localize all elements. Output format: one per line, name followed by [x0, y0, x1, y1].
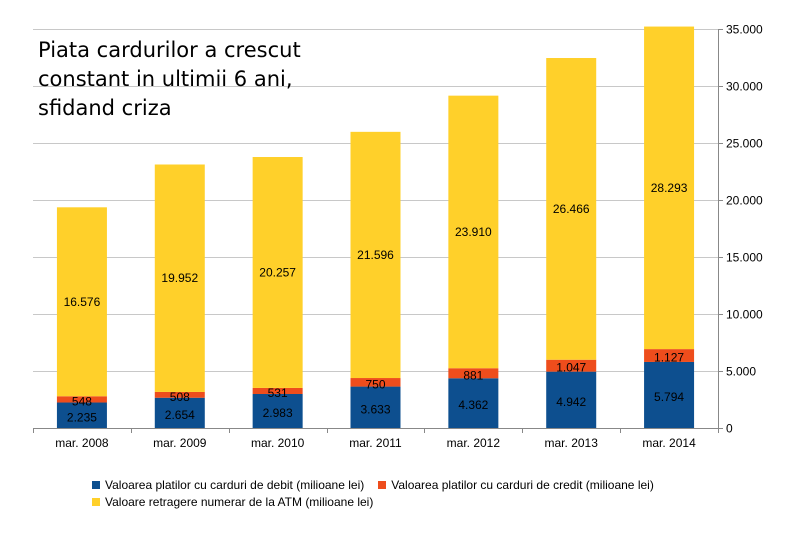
- x-tick-label: mar. 2011: [349, 436, 402, 450]
- data-label: 20.257: [259, 265, 296, 279]
- y-tick-label: 10.000: [726, 308, 763, 322]
- bar-segment: [252, 157, 303, 388]
- data-label: 23.910: [455, 225, 492, 239]
- data-label: 19.952: [161, 271, 198, 285]
- legend-item-credit: Valoarea platilor cu carduri de credit (…: [378, 478, 654, 492]
- y-tick-label: 5.000: [726, 365, 756, 379]
- x-tick-label: mar. 2008: [55, 436, 109, 450]
- data-label: 750: [365, 377, 385, 391]
- y-tick-label: 0: [726, 422, 733, 436]
- y-tick-label: 30.000: [726, 80, 763, 94]
- legend-item-debit: Valoarea platilor cu carduri de debit (m…: [92, 478, 364, 492]
- legend-label-credit: Valoarea platilor cu carduri de credit (…: [391, 477, 654, 492]
- data-label: 26.466: [553, 202, 590, 216]
- chart-title-line-2: constant in ultimii 6 ani,: [38, 67, 293, 91]
- bar-segment: [56, 207, 107, 397]
- data-label: 1.047: [556, 361, 586, 375]
- x-tick-label: mar. 2010: [251, 436, 305, 450]
- data-labels: 2.235 548 16.576 2.654 508 19.952 2.983 531 20.2…: [64, 181, 688, 424]
- chart-title: Piata cardurilor a crescut constant in u…: [38, 36, 338, 123]
- data-label: 881: [463, 368, 483, 382]
- x-tick-label: mar. 2014: [642, 436, 696, 450]
- data-label: 21.596: [357, 248, 394, 262]
- x-tick-label: mar. 2012: [447, 436, 501, 450]
- data-label: 1.127: [654, 351, 684, 365]
- bar-segment: [644, 26, 695, 350]
- axes: 0 5.000 10.000 15.000 20.000 25.000 30.000 35.0…: [33, 23, 763, 450]
- y-tick-label: 20.000: [726, 194, 763, 208]
- bar-segment: [56, 402, 107, 428]
- bar-segment: [448, 95, 499, 369]
- data-label: 16.576: [64, 295, 101, 309]
- bar-segment: [350, 386, 401, 428]
- data-label: 5.794: [654, 390, 684, 404]
- bar-segment: [448, 368, 499, 379]
- bar-segment: [154, 391, 205, 398]
- x-tick-label: mar. 2009: [153, 436, 207, 450]
- legend-label-debit: Valoarea platilor cu carduri de debit (m…: [105, 477, 365, 492]
- data-label: 28.293: [651, 181, 688, 195]
- data-label: 3.633: [360, 402, 390, 416]
- bars: [56, 26, 695, 428]
- bar-segment: [252, 387, 303, 394]
- legend-item-atm: Valoare retragere numerar de la ATM (mil…: [92, 495, 373, 509]
- bar-segment: [56, 396, 107, 403]
- bar-segment: [546, 371, 597, 428]
- x-tick-label: mar. 2013: [545, 436, 599, 450]
- legend-swatch-debit: [92, 480, 100, 489]
- y-tick-label: 35.000: [726, 23, 763, 37]
- data-label: 548: [72, 394, 92, 408]
- legend: Valoarea platilor cu carduri de debit (m…: [92, 476, 772, 510]
- bar-segment: [546, 58, 597, 360]
- data-label: 2.654: [165, 408, 195, 422]
- bar-segment: [252, 393, 303, 428]
- bar-segment: [154, 397, 205, 428]
- data-label: 508: [170, 390, 190, 404]
- legend-swatch-credit: [378, 480, 387, 489]
- legend-row: Valoarea platilor cu carduri de debit (m…: [92, 476, 772, 493]
- data-label: 2.983: [263, 406, 293, 420]
- legend-label-atm: Valoare retragere numerar de la ATM (mil…: [105, 494, 374, 509]
- y-tick-label: 15.000: [726, 251, 763, 265]
- bar-segment: [350, 378, 401, 387]
- legend-swatch-atm: [92, 497, 100, 506]
- bar-segment: [154, 164, 205, 392]
- data-label: 531: [268, 386, 288, 400]
- bar-segment: [644, 361, 695, 428]
- chart-title-line-3: sfidand criza: [38, 96, 172, 120]
- chart-title-line-1: Piata cardurilor a crescut: [38, 38, 301, 62]
- bar-segment: [448, 378, 499, 428]
- legend-row: Valoare retragere numerar de la ATM (mil…: [92, 493, 772, 510]
- data-label: 4.942: [556, 395, 586, 409]
- bar-segment: [546, 359, 597, 372]
- y-tick-label: 25.000: [726, 137, 763, 151]
- bar-segment: [350, 131, 401, 379]
- bar-segment: [644, 349, 695, 362]
- data-label: 2.235: [67, 410, 97, 424]
- data-label: 4.362: [458, 398, 488, 412]
